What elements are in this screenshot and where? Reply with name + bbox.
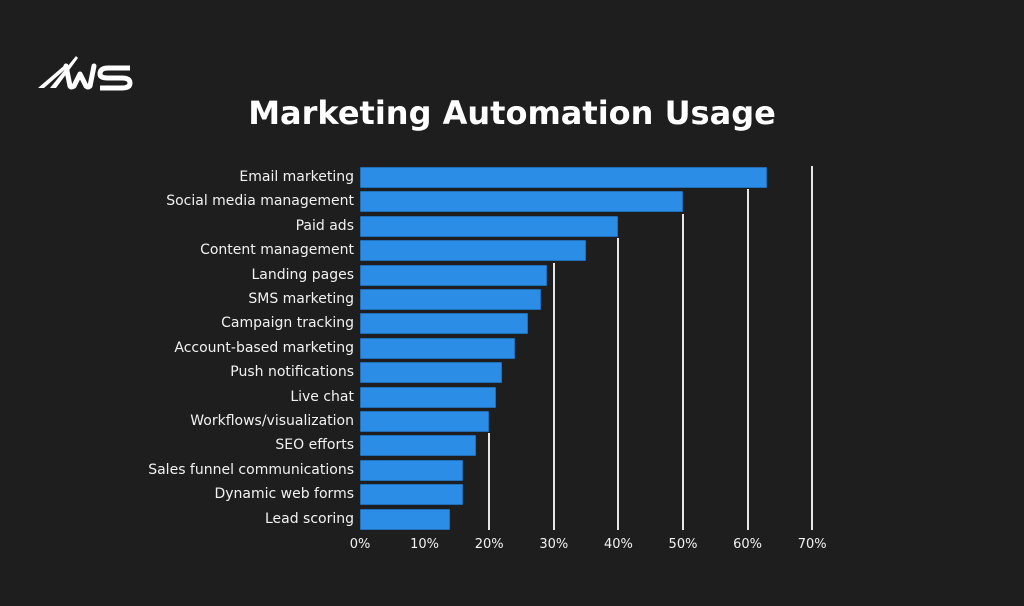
bar — [360, 167, 767, 188]
category-label: Account-based marketing — [174, 339, 354, 356]
x-tick-label: 20% — [474, 537, 504, 552]
gridline-70 — [811, 166, 814, 530]
gridline-30 — [552, 262, 555, 530]
bar — [360, 386, 496, 408]
category-label: Live chat — [290, 388, 354, 405]
category-label: Paid ads — [295, 217, 354, 234]
bar — [360, 459, 464, 481]
x-tick-label: 30% — [539, 537, 569, 552]
bar — [360, 484, 464, 506]
category-label: Lead scoring — [264, 510, 354, 527]
category-label: Content management — [200, 242, 354, 259]
bar — [360, 191, 683, 213]
chart-title: Marketing Automation Usage — [248, 94, 776, 132]
category-label: Push notifications — [230, 364, 354, 381]
ws-logo-icon — [38, 56, 133, 91]
bar — [360, 264, 548, 286]
bar — [360, 313, 528, 335]
x-tick-label: 70% — [797, 537, 827, 552]
gridline-50 — [682, 213, 684, 530]
x-tick-label: 50% — [668, 537, 698, 552]
bar — [360, 240, 587, 262]
bar — [360, 337, 516, 359]
bar — [360, 362, 503, 384]
category-label: Email marketing — [239, 169, 354, 185]
category-label: Social media management — [166, 193, 354, 210]
bar — [360, 508, 451, 530]
x-tick-label: 40% — [603, 537, 633, 552]
x-tick-label: 10% — [410, 537, 440, 552]
category-label: SMS marketing — [248, 291, 354, 307]
x-tick-label: 60% — [733, 537, 763, 552]
category-label: SEO efforts — [275, 437, 354, 454]
category-label: Sales funnel communications — [148, 461, 354, 478]
category-label: Workflows/visualization — [190, 413, 354, 429]
bar — [360, 289, 541, 310]
gridline-60 — [746, 189, 749, 530]
bar — [360, 215, 619, 237]
bar — [360, 411, 490, 432]
x-tick-label: 0% — [349, 537, 371, 552]
category-label: Dynamic web forms — [214, 486, 354, 503]
category-label: Campaign tracking — [221, 315, 354, 332]
category-label: Landing pages — [251, 266, 355, 283]
gridline-40 — [617, 238, 620, 530]
gridline-20 — [488, 433, 491, 530]
ws-logo — [36, 52, 136, 92]
bar — [360, 435, 477, 457]
